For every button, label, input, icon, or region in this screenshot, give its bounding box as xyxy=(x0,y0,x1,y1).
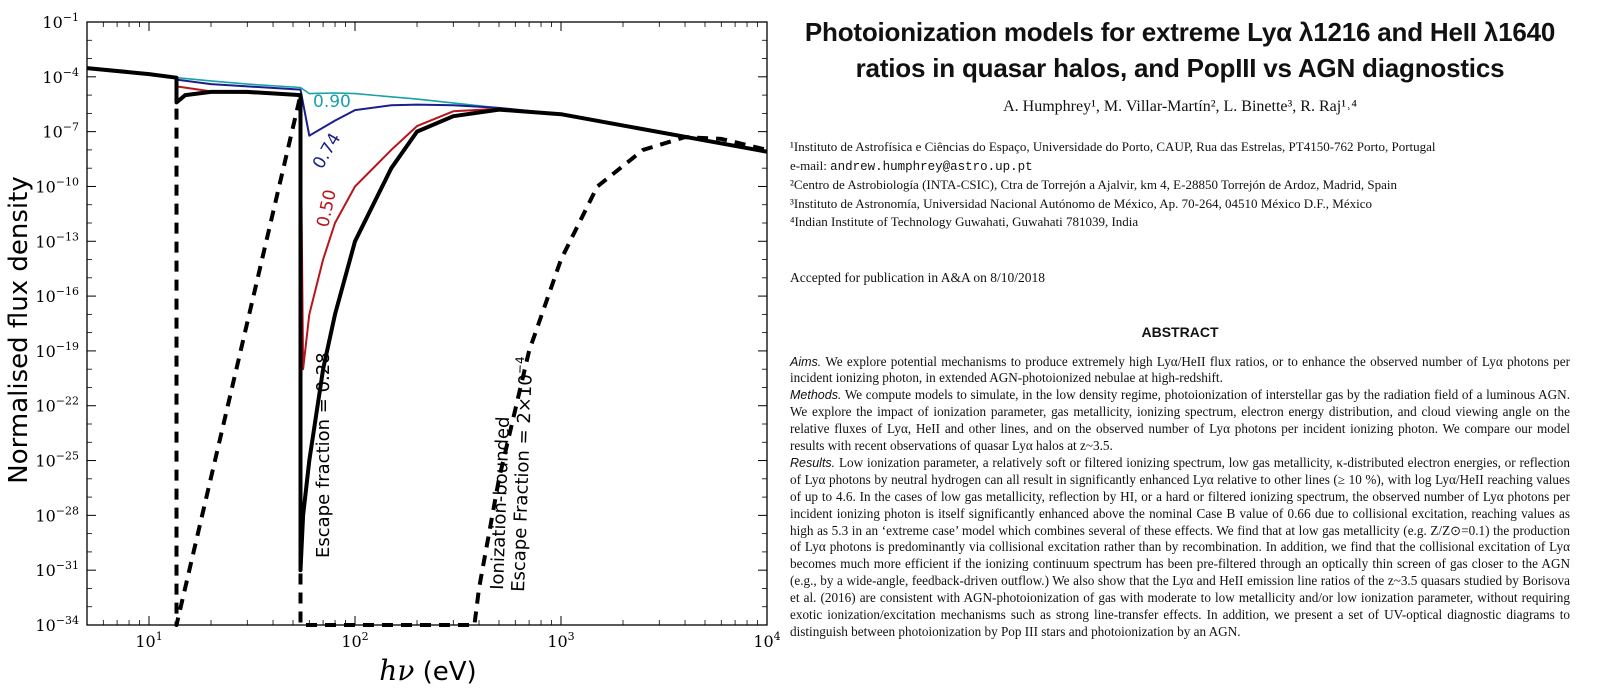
x-tick-label: 102 xyxy=(341,630,368,651)
y-tick-label: 10−19 xyxy=(35,340,79,361)
paper-page: Photoionization models for extreme Lyα λ… xyxy=(790,14,1570,641)
email-address[interactable]: andrew.humphrey@astro.up.pt xyxy=(830,159,1033,174)
series-050-line xyxy=(176,85,768,371)
series-ionization-bounded-line xyxy=(174,89,768,627)
abstract-body: Aims. We explore potential mechanisms to… xyxy=(790,354,1570,641)
y-tick-label: 10−16 xyxy=(35,285,79,306)
y-tick-label: 10−1 xyxy=(42,11,79,32)
series-074-line xyxy=(176,78,768,153)
affiliation-1: ¹Instituto de Astrofísica e Ciências do … xyxy=(790,139,1436,154)
abstract-heading: ABSTRACT xyxy=(1141,323,1219,340)
affiliation-3: ³Instituto de Astronomía, Universidad Na… xyxy=(790,195,1373,211)
y-tick-label: 10−22 xyxy=(35,395,79,416)
methods-text: We compute models to simulate, in the lo… xyxy=(790,387,1570,454)
y-tick-label: 10−13 xyxy=(35,230,79,251)
plot-frame xyxy=(86,21,768,626)
affiliation-2: ²Centro de Astrobiología (INTA-CSIC), Ct… xyxy=(790,177,1397,192)
y-tick-label: 10−7 xyxy=(42,121,79,142)
aims-text: We explore potential mechanisms to produ… xyxy=(790,353,1570,386)
affiliations: ¹Instituto de Astrofísica e Ciências do … xyxy=(790,138,1570,232)
spectrum-chart: 101 102 103 104 10−1 10−4 10−7 10−10 10−13 10−16 1… xyxy=(4,11,780,687)
y-tick-label: 10−25 xyxy=(35,450,79,471)
paper-title: Photoionization models for extreme Lyα λ… xyxy=(790,14,1570,86)
y-tick-label: 10−31 xyxy=(35,559,79,580)
affiliation-4: ⁴Indian Institute of Technology Guwahati… xyxy=(790,214,1139,229)
results-text: Low ionization parameter, a relatively s… xyxy=(790,454,1570,639)
email-line: e-mail: andrew.humphrey@astro.up.pt xyxy=(790,157,1570,177)
email-label: e-mail: xyxy=(790,157,831,173)
methods-label: Methods. xyxy=(790,388,842,403)
label-090: 0.90 xyxy=(313,92,351,112)
results-label: Results. xyxy=(790,455,836,470)
acceptance-note: Accepted for publication in A&A on 8/10/… xyxy=(790,269,1045,285)
series-escape-028-line xyxy=(86,66,768,573)
label-050: 0.50 xyxy=(313,188,340,229)
y-tick-label: 10−28 xyxy=(35,504,79,525)
y-tick-label: 10−10 xyxy=(35,175,79,196)
x-axis-label: hν (eV) xyxy=(379,654,476,687)
abstract-methods: Methods. We compute models to simulate, … xyxy=(790,387,1570,455)
y-axis-label: Normalised flux density xyxy=(4,176,34,483)
spectrum-figure: 101 102 103 104 10−1 10−4 10−7 10−10 10−13 10−16 1… xyxy=(0,0,780,700)
series-lines xyxy=(86,66,768,627)
y-tick-label: 10−34 xyxy=(35,614,79,635)
aims-label: Aims. xyxy=(790,354,822,369)
label-074: 0.74 xyxy=(309,130,345,173)
abstract-results: Results. Low ionization parameter, a rel… xyxy=(790,455,1570,641)
y-tick-label: 10−4 xyxy=(42,66,79,87)
x-tick-label: 101 xyxy=(135,630,162,651)
paper-title-line-2: ratios in quasar halos, and PopIII vs AG… xyxy=(855,53,1505,83)
axis-ticks: 101 102 103 104 10−1 10−4 10−7 10−10 10−13 10−16 1… xyxy=(35,11,780,651)
x-tick-label: 103 xyxy=(547,630,574,651)
paper-title-line-1: Photoionization models for extreme Lyα λ… xyxy=(804,17,1556,47)
label-escape-028: Escape fraction = 0.28 xyxy=(313,352,334,558)
x-tick-label: 104 xyxy=(753,630,780,651)
author-list: A. Humphrey¹, M. Villar-Martín², L. Bine… xyxy=(1003,98,1357,115)
abstract-aims: Aims. We explore potential mechanisms to… xyxy=(790,354,1570,388)
